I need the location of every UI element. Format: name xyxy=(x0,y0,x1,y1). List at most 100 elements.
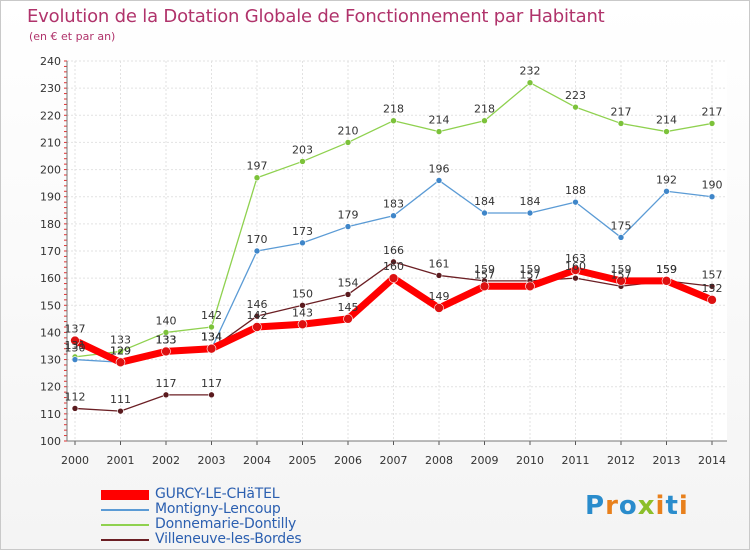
data-label-3: 137 xyxy=(65,323,86,336)
data-point-0 xyxy=(70,335,80,346)
data-point-2 xyxy=(299,158,306,165)
data-label-1: 134 xyxy=(201,331,222,344)
logo-letter: o xyxy=(618,491,638,521)
data-label-2: 133 xyxy=(110,333,131,346)
data-label-0: 145 xyxy=(338,301,359,314)
data-label-2: 214 xyxy=(656,114,677,127)
data-label-1: 184 xyxy=(520,195,541,208)
legend-swatch-villeneuve xyxy=(101,538,149,541)
data-point-2 xyxy=(117,348,124,355)
data-label-0: 133 xyxy=(156,333,177,346)
legend-label-montigny: Montigny-Lencoup xyxy=(155,501,281,517)
legend-item-gurcy[interactable]: GURCY-LE-CHäTEL xyxy=(101,487,302,502)
data-point-1 xyxy=(344,223,352,230)
data-label-1: 175 xyxy=(611,219,632,232)
y-tick-label: 170 xyxy=(40,245,61,258)
y-tick-label: 200 xyxy=(40,164,61,177)
data-label-3: 157 xyxy=(611,268,632,281)
data-point-1 xyxy=(253,247,261,255)
data-label-2: 140 xyxy=(156,314,177,327)
x-tick-label: 2002 xyxy=(152,454,180,467)
data-label-0: 152 xyxy=(702,282,723,295)
data-label-4: 117 xyxy=(156,377,177,390)
data-label-0: 159 xyxy=(611,263,632,276)
data-label-2: 217 xyxy=(702,105,723,118)
data-point-3 xyxy=(344,291,352,298)
x-tick-label: 2013 xyxy=(653,454,681,467)
x-tick-label: 2008 xyxy=(425,454,453,467)
data-label-1: 129 xyxy=(110,344,131,357)
data-point-1 xyxy=(390,212,397,220)
data-point-0 xyxy=(479,281,490,292)
legend-item-donnemarie[interactable]: Donnemarie-Dontilly xyxy=(101,517,302,532)
data-point-0 xyxy=(252,322,262,332)
data-label-3: 159 xyxy=(474,263,495,276)
logo-letter: i xyxy=(655,491,666,521)
data-point-0 xyxy=(616,276,626,286)
data-point-0 xyxy=(707,295,717,305)
data-label-0: 142 xyxy=(247,309,268,322)
x-tick-label: 2001 xyxy=(107,454,135,467)
data-label-2: 232 xyxy=(520,65,541,78)
legend-label-gurcy: GURCY-LE-CHäTEL xyxy=(155,486,280,502)
y-tick-label: 220 xyxy=(40,109,61,122)
y-tick-label: 150 xyxy=(40,299,61,312)
data-label-3: 129 xyxy=(110,344,131,357)
data-point-2 xyxy=(663,128,670,135)
data-label-4: 112 xyxy=(65,390,86,403)
data-label-1: 183 xyxy=(383,198,404,211)
logo-letter: x xyxy=(637,491,656,521)
data-label-0: 159 xyxy=(656,263,677,276)
data-label-2: 218 xyxy=(383,103,404,116)
data-point-3 xyxy=(435,272,443,279)
data-point-0 xyxy=(297,319,308,330)
data-point-0 xyxy=(661,276,672,286)
data-label-3: 150 xyxy=(292,287,313,300)
x-tick-label: 2000 xyxy=(61,454,89,467)
data-point-2 xyxy=(526,79,534,87)
data-label-0: 143 xyxy=(292,306,313,319)
x-tick-label: 2004 xyxy=(243,454,271,467)
data-label-3: 161 xyxy=(429,257,450,270)
data-point-2 xyxy=(708,120,716,127)
data-label-0: 160 xyxy=(383,260,404,273)
proxiti-logo: Proxiti xyxy=(585,491,689,521)
logo-letter: r xyxy=(605,491,619,521)
data-label-3: 146 xyxy=(247,298,268,311)
data-point-0 xyxy=(570,265,581,275)
data-label-1: 190 xyxy=(702,179,723,192)
data-point-1 xyxy=(572,198,579,206)
legend-label-donnemarie: Donnemarie-Dontilly xyxy=(155,516,297,532)
logo-letter: P xyxy=(585,491,606,521)
data-point-1 xyxy=(435,177,443,184)
data-point-1 xyxy=(526,209,534,217)
series-line-4 xyxy=(74,394,213,412)
data-label-2: 197 xyxy=(247,160,268,173)
data-point-4 xyxy=(208,391,215,399)
data-point-1 xyxy=(617,234,625,241)
legend-item-villeneuve[interactable]: Villeneuve-les-Bordes xyxy=(101,532,302,547)
y-tick-label: 240 xyxy=(40,55,61,68)
data-label-2: 223 xyxy=(565,89,586,102)
y-tick-label: 160 xyxy=(40,272,61,285)
legend-label-villeneuve: Villeneuve-les-Bordes xyxy=(155,531,302,547)
data-point-0 xyxy=(161,346,171,357)
data-point-4 xyxy=(117,407,124,415)
x-tick-label: 2014 xyxy=(698,454,726,467)
data-point-2 xyxy=(208,323,215,331)
data-label-1: 173 xyxy=(292,225,313,238)
chart-title: Evolution de la Dotation Globale de Fonc… xyxy=(27,6,605,27)
legend-item-montigny[interactable]: Montigny-Lencoup xyxy=(101,502,302,517)
data-label-4: 117 xyxy=(201,377,222,390)
data-label-2: 218 xyxy=(474,103,495,116)
data-label-2: 142 xyxy=(201,309,222,322)
data-label-3: 157 xyxy=(702,268,723,281)
data-point-2 xyxy=(572,103,579,111)
data-point-0 xyxy=(343,314,353,324)
data-label-1: 184 xyxy=(474,195,495,208)
y-tick-label: 120 xyxy=(40,381,61,394)
data-point-0 xyxy=(525,281,535,292)
data-label-3: 154 xyxy=(338,276,359,289)
